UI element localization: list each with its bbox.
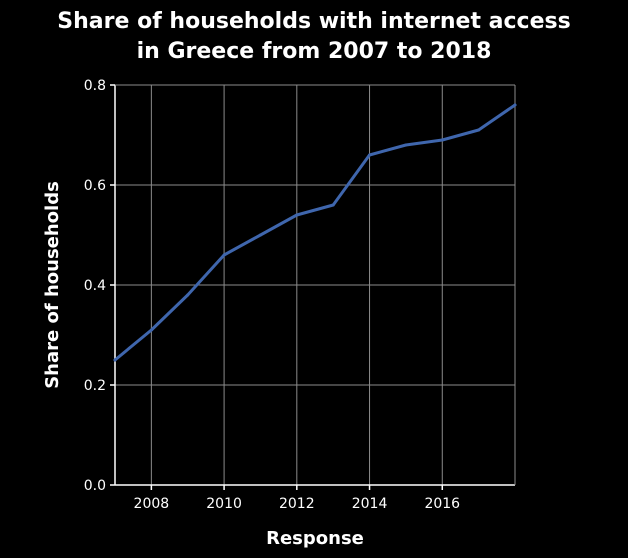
data-point-2008: [149, 328, 153, 332]
x-axis-label: Response: [266, 528, 364, 549]
y-tick-label-0.0: 0.0: [84, 478, 106, 494]
series-line-0: [113, 103, 517, 362]
chart-title-line-2: in Greece from 2007 to 2018: [137, 39, 492, 64]
x-tick-label-2016: 2016: [424, 496, 460, 512]
chart-title-line-1: Share of households with internet access: [57, 9, 570, 34]
x-tick-label-2014: 2014: [352, 496, 388, 512]
series-layer: [113, 103, 517, 362]
data-point-2015: [404, 143, 408, 147]
data-point-2010: [222, 253, 226, 257]
data-point-2017: [477, 128, 481, 132]
data-point-2007: [113, 358, 117, 362]
y-tick-label-0.6: 0.6: [84, 178, 106, 194]
data-point-2009: [186, 293, 190, 297]
y-tick-label-0.4: 0.4: [84, 278, 106, 294]
x-tick-label-2012: 2012: [279, 496, 315, 512]
data-point-2012: [295, 213, 299, 217]
y-tick-label-0.8: 0.8: [84, 78, 106, 94]
data-point-2014: [368, 153, 372, 157]
data-point-2016: [440, 138, 444, 142]
data-point-2013: [331, 203, 335, 207]
x-tick-label-2010: 2010: [206, 496, 242, 512]
y-axis-label: Share of households: [42, 181, 63, 389]
y-tick-label-0.2: 0.2: [84, 378, 106, 394]
data-point-2011: [258, 233, 262, 237]
x-tick-label-2008: 2008: [134, 496, 170, 512]
data-point-2018: [513, 103, 517, 107]
tick-labels: 2008 2010 2012 2014 2016 0.0 0.2 0.4 0.6 0.8: [84, 78, 460, 512]
